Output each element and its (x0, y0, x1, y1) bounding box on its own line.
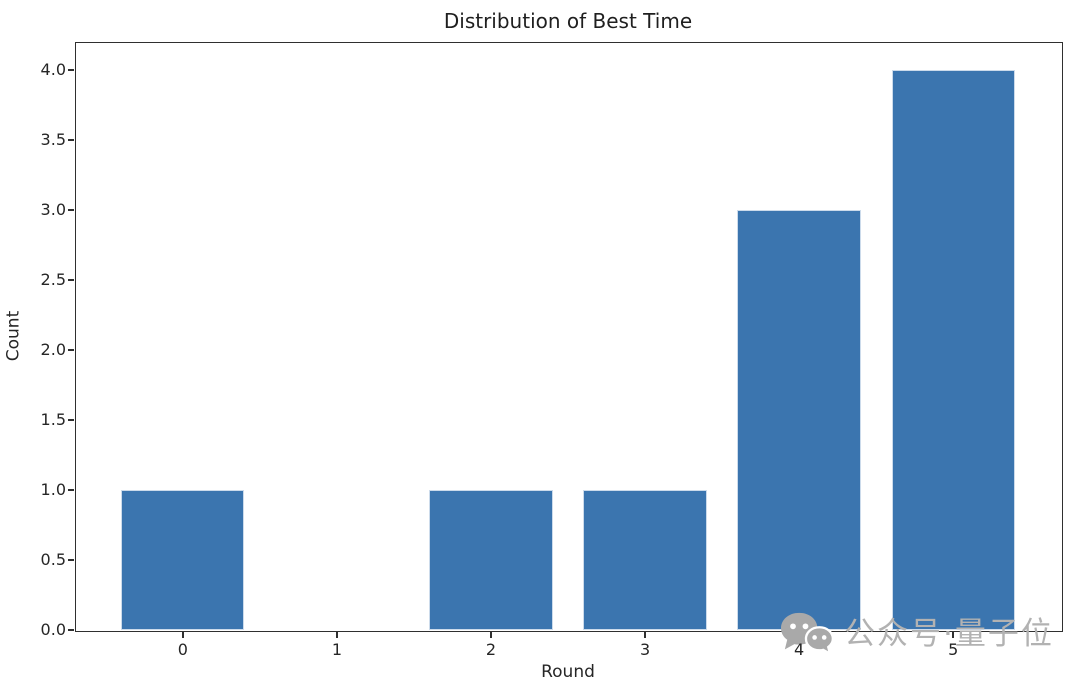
watermark: 公众号·量子位 (776, 610, 1054, 658)
x-axis-label: Round (541, 662, 595, 682)
bar-round-0 (121, 490, 245, 630)
y-tick-label: 3.0 (40, 200, 66, 219)
x-tick-mark (952, 631, 955, 638)
x-tick-label: 0 (177, 640, 188, 659)
y-tick-label: 3.5 (40, 130, 66, 149)
y-tick-label: 2.5 (40, 270, 66, 289)
x-tick-label: 3 (639, 640, 651, 659)
y-tick-label: 0.5 (40, 550, 66, 569)
y-tick-mark (67, 69, 74, 71)
y-tick-mark (67, 419, 74, 421)
x-tick-mark (181, 631, 184, 638)
y-tick-label: 4.0 (40, 60, 66, 79)
y-tick-mark (67, 279, 74, 281)
plot-area (75, 42, 1063, 632)
bar-round-5 (891, 70, 1015, 630)
watermark-text: 公众号·量子位 (844, 616, 1054, 652)
y-tick-mark (67, 139, 74, 141)
bar-round-2 (429, 490, 553, 630)
y-tick-label: 1.5 (40, 410, 66, 429)
y-tick-label: 0.0 (40, 620, 66, 639)
x-tick-label: 1 (331, 640, 342, 659)
wechat-chat-bubbles-icon (781, 612, 834, 657)
bar-round-3 (583, 490, 707, 630)
x-tick-label: 2 (485, 640, 497, 659)
x-tick-label: 4 (794, 640, 805, 659)
bar-round-4 (737, 210, 861, 630)
x-tick-label: 5 (948, 640, 959, 659)
y-tick-mark (67, 629, 74, 631)
x-tick-mark (335, 631, 338, 638)
y-tick-mark (67, 559, 74, 561)
y-tick-label: 1.0 (40, 480, 66, 499)
y-tick-mark (67, 489, 74, 491)
y-tick-mark (67, 209, 74, 211)
x-tick-mark (489, 631, 492, 638)
y-tick-label: 2.0 (40, 340, 66, 359)
chart-title: Distribution of Best Time (443, 9, 693, 33)
x-tick-mark (644, 631, 647, 638)
y-tick-mark (67, 349, 74, 351)
